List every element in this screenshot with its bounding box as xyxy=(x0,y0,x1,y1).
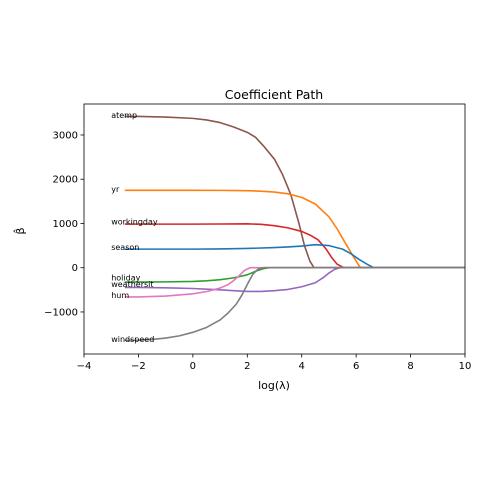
x-tick-label: −4 xyxy=(77,361,92,372)
series-label-holiday: holiday xyxy=(111,273,140,282)
x-tick-label: 6 xyxy=(353,361,359,372)
chart-title: Coefficient Path xyxy=(225,87,323,102)
series-label-season: season xyxy=(111,243,139,252)
x-tick-label: 4 xyxy=(299,361,305,372)
y-tick-label: 1000 xyxy=(53,219,78,230)
series-line-weathersit xyxy=(124,266,465,293)
x-tick-label: 2 xyxy=(244,361,250,372)
plot-area-frame xyxy=(83,103,466,355)
y-tick-label: 0 xyxy=(72,263,78,274)
series-label-windspeed: windspeed xyxy=(111,335,154,344)
y-tick-label: 3000 xyxy=(53,130,78,141)
series-line-workingday xyxy=(124,223,465,269)
series-label-yr: yr xyxy=(111,185,120,194)
y-tick-label: 2000 xyxy=(53,175,78,186)
series-line-windspeed xyxy=(124,266,465,342)
series-line-yr xyxy=(124,189,465,269)
series-line-atemp xyxy=(124,115,465,269)
x-tick-label: 8 xyxy=(407,361,413,372)
axes-layer: −4 −2 0 2 4 6 8 10 −1000 0 1000 2000 3000 xyxy=(44,103,472,372)
x-tick-label: 10 xyxy=(459,361,472,372)
series-label-layer: atemp yr workingday season holidayweathersit… xyxy=(111,111,158,344)
series-line-season xyxy=(124,243,465,269)
x-tick-label: 0 xyxy=(190,361,196,372)
y-axis-label: β̂ xyxy=(13,227,27,234)
series-label-weathersit: weathersit xyxy=(111,280,153,289)
y-tick-label: −1000 xyxy=(44,307,78,318)
series-layer xyxy=(124,115,465,342)
series-line-hum xyxy=(124,266,465,298)
x-tick-label: −2 xyxy=(131,361,146,372)
series-label-workingday: workingday xyxy=(111,218,158,227)
series-label-atemp: atemp xyxy=(111,111,137,120)
x-axis-label: log(λ) xyxy=(258,379,290,392)
series-label-hum: hum xyxy=(111,291,129,300)
